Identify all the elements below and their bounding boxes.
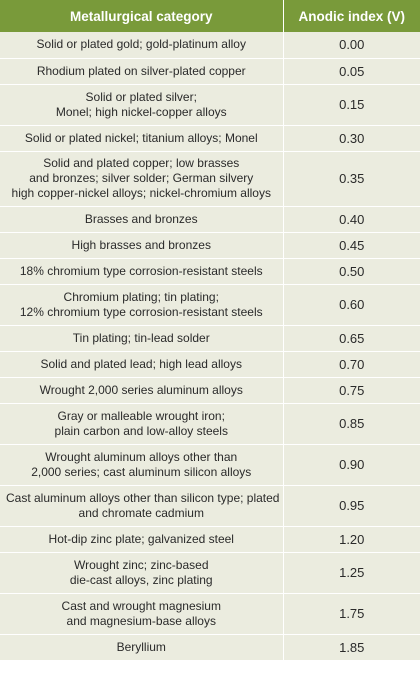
metallurgical-category-cell: Solid or plated nickel; titanium alloys;… [0, 125, 284, 152]
table-row: Brasses and bronzes 0.40 [0, 206, 420, 233]
table-row: Cast aluminum alloys other than silicon … [0, 485, 420, 527]
table-row: High brasses and bronzes 0.45 [0, 232, 420, 259]
category-text-line: Gray or malleable wrought iron; [57, 408, 225, 423]
metallurgical-category-cell: Hot-dip zinc plate; galvanized steel [0, 526, 284, 553]
anodic-index-cell: 0.70 [283, 351, 420, 378]
anodic-index-cell: 0.40 [283, 206, 420, 233]
anodic-index-table: Metallurgical category Anodic index (V) … [0, 0, 420, 661]
metallurgical-category-cell: Wrought aluminum alloys other than 2,000 … [0, 444, 284, 486]
metallurgical-category-cell: Wrought 2,000 series aluminum alloys [0, 377, 284, 404]
category-text-line: Chromium plating; tin plating; [63, 289, 219, 304]
category-text-line: Solid and plated copper; low brasses [43, 156, 240, 170]
category-text-line: Solid or plated gold; gold-platinum allo… [36, 37, 246, 52]
table-row: Chromium plating; tin plating; 12% chromi… [0, 284, 420, 326]
table-row: Gray or malleable wrought iron; plain car… [0, 403, 420, 445]
metallurgical-category-cell: Wrought zinc; zinc-based die-cast alloys,… [0, 552, 284, 594]
table-row: Solid or plated silver; Monel; high nicke… [0, 84, 420, 126]
metallurgical-category-cell: High brasses and bronzes [0, 232, 284, 259]
category-text-line: Rhodium plated on silver-plated copper [36, 63, 246, 78]
table-row: Solid or plated nickel; titanium alloys;… [0, 125, 420, 152]
header-row: Metallurgical category Anodic index (V) [0, 0, 420, 32]
category-text-line: Solid or plated silver; [85, 89, 197, 104]
anodic-index-cell: 0.75 [283, 377, 420, 404]
table-row: Hot-dip zinc plate; galvanized steel 1.20 [0, 526, 420, 553]
table-row: Solid and plated copper; low brasses and … [0, 151, 420, 207]
anodic-index-cell: 1.25 [283, 552, 420, 594]
category-text-line: 12% chromium type corrosion-resistant st… [19, 304, 263, 319]
category-text-line: Cast and wrought magnesium [61, 598, 221, 613]
category-text-line: High brasses and bronzes [71, 237, 211, 252]
category-text-line: Cast aluminum alloys other than silicon … [6, 490, 280, 505]
anodic-index-cell: 0.15 [283, 84, 420, 126]
header-anodic-index: Anodic index (V) [283, 0, 420, 32]
metallurgical-category-cell: Brasses and bronzes [0, 206, 284, 233]
anodic-index-cell: 0.30 [283, 125, 420, 152]
anodic-index-cell: 0.45 [283, 232, 420, 259]
table-row: Rhodium plated on silver-plated copper 0.… [0, 58, 420, 85]
category-text-line: and bronzes; silver solder; German silve… [29, 171, 254, 185]
category-text-line: Wrought zinc; zinc-based [73, 557, 209, 572]
category-text-line: Beryllium [116, 639, 166, 654]
category-text-line: Hot-dip zinc plate; galvanized steel [48, 531, 234, 546]
table-row: Beryllium 1.85 [0, 634, 420, 661]
table-row: Wrought zinc; zinc-based die-cast alloys,… [0, 552, 420, 594]
header-metallurgical-category: Metallurgical category [0, 0, 284, 32]
table-body: Solid or plated gold; gold-platinum allo… [0, 32, 420, 661]
metallurgical-category-cell: Tin plating; tin-lead solder [0, 325, 284, 352]
category-text-line: and chromate cadmium [78, 505, 204, 520]
metallurgical-category-cell: 18% chromium type corrosion-resistant st… [0, 258, 284, 285]
category-text-line: high copper-nickel alloys; nickel-chromi… [11, 186, 271, 200]
table-row: Solid or plated gold; gold-platinum allo… [0, 32, 420, 59]
category-text-line: plain carbon and low-alloy steels [54, 423, 228, 438]
metallurgical-category-cell: Beryllium [0, 634, 284, 661]
metallurgical-category-cell: Solid and plated copper; low brasses and … [0, 151, 284, 207]
category-text-line: 18% chromium type corrosion-resistant st… [19, 263, 263, 278]
anodic-index-cell: 0.50 [283, 258, 420, 285]
anodic-index-cell: 0.35 [283, 151, 420, 207]
category-text-line: Wrought aluminum alloys other than [45, 449, 238, 464]
anodic-index-cell: 0.00 [283, 32, 420, 59]
metallurgical-category-cell: Solid and plated lead; high lead alloys [0, 351, 284, 378]
anodic-index-cell: 0.90 [283, 444, 420, 486]
category-text-line: Tin plating; tin-lead solder [72, 330, 210, 345]
category-text-line: Wrought 2,000 series aluminum alloys [39, 382, 243, 397]
category-text-line: die-cast alloys, zinc plating [69, 572, 213, 587]
metallurgical-category-cell: Gray or malleable wrought iron; plain car… [0, 403, 284, 445]
anodic-index-cell: 1.85 [283, 634, 420, 661]
metallurgical-category-cell: Cast and wrought magnesium and magnesium-… [0, 593, 284, 635]
category-text-line: Solid and plated lead; high lead alloys [40, 356, 242, 371]
anodic-index-cell: 0.65 [283, 325, 420, 352]
category-text-line: and magnesium-base alloys [66, 613, 216, 628]
category-text-line: Brasses and bronzes [84, 211, 198, 226]
anodic-index-cell: 1.75 [283, 593, 420, 635]
table-row: Tin plating; tin-lead solder 0.65 [0, 325, 420, 352]
metallurgical-category-cell: Rhodium plated on silver-plated copper [0, 58, 284, 85]
anodic-index-cell: 1.20 [283, 526, 420, 553]
metallurgical-category-cell: Cast aluminum alloys other than silicon … [0, 485, 284, 527]
anodic-index-cell: 0.60 [283, 284, 420, 326]
category-text-line: Solid or plated nickel; titanium alloys;… [24, 130, 258, 145]
metallurgical-category-cell: Chromium plating; tin plating; 12% chromi… [0, 284, 284, 326]
category-text-line: 2,000 series; cast aluminum silicon allo… [31, 464, 252, 479]
table-row: 18% chromium type corrosion-resistant st… [0, 258, 420, 285]
metallurgical-category-cell: Solid or plated silver; Monel; high nicke… [0, 84, 284, 126]
anodic-index-cell: 0.95 [283, 485, 420, 527]
table-row: Solid and plated lead; high lead alloys 0… [0, 351, 420, 378]
table-row: Cast and wrought magnesium and magnesium-… [0, 593, 420, 635]
table-row: Wrought aluminum alloys other than 2,000 … [0, 444, 420, 486]
table-row: Wrought 2,000 series aluminum alloys 0.75 [0, 377, 420, 404]
anodic-index-cell: 0.05 [283, 58, 420, 85]
metallurgical-category-cell: Solid or plated gold; gold-platinum allo… [0, 32, 284, 59]
category-text-line: Monel; high nickel-copper alloys [55, 104, 227, 119]
anodic-index-cell: 0.85 [283, 403, 420, 445]
